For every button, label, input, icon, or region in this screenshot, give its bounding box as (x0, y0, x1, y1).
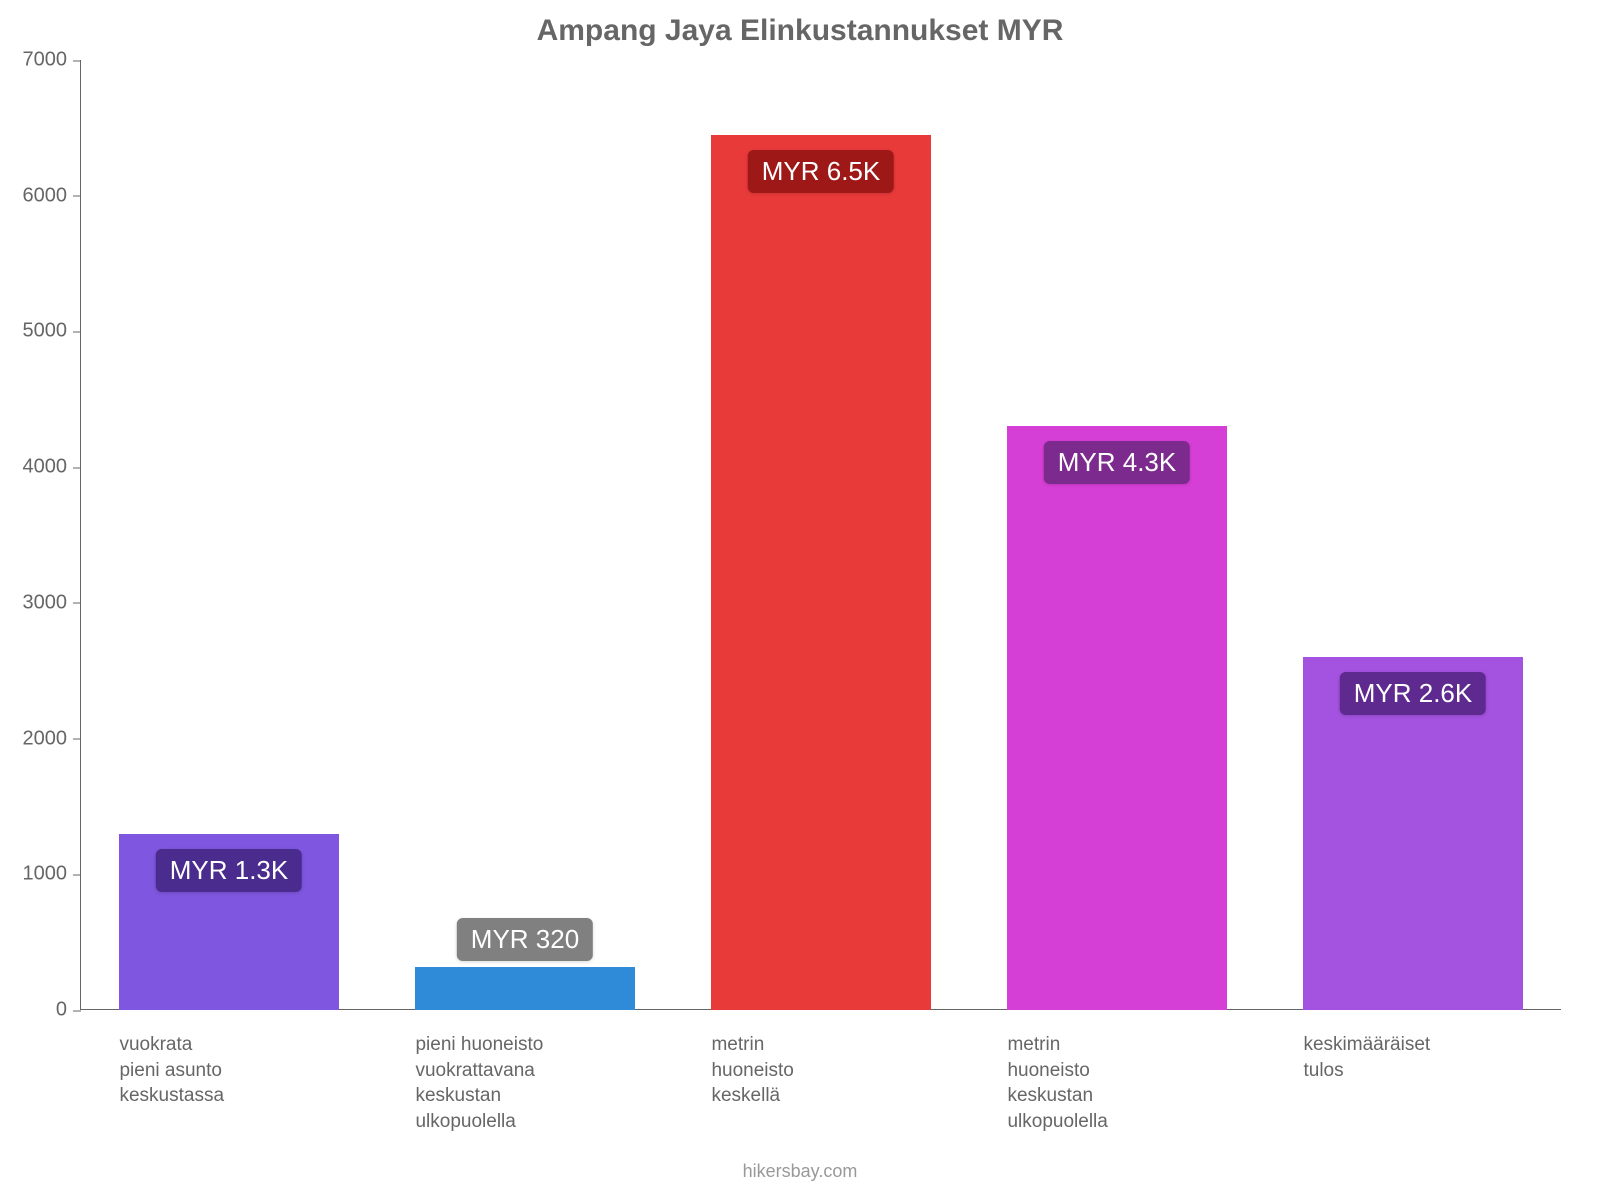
x-category-label: pieni huoneisto vuokrattavana keskustan … (415, 1032, 634, 1135)
x-category-label: keskimääräiset tulos (1303, 1032, 1522, 1083)
y-tick: 5000 (23, 320, 82, 343)
x-category-label: vuokrata pieni asunto keskustassa (119, 1032, 338, 1109)
x-category-label: metrin huoneisto keskustan ulkopuolella (1007, 1032, 1226, 1135)
y-tick: 7000 (23, 49, 82, 72)
bar: MYR 6.5K (711, 135, 930, 1010)
bar-value-label: MYR 2.6K (1340, 672, 1487, 715)
y-tick: 4000 (23, 456, 82, 479)
bar: MYR 320 (415, 967, 634, 1010)
y-tick: 2000 (23, 727, 82, 750)
bar-value-label: MYR 320 (457, 918, 593, 961)
bar: MYR 4.3K (1007, 426, 1226, 1010)
y-tick: 1000 (23, 863, 82, 886)
bar-value-label: MYR 4.3K (1044, 441, 1191, 484)
bar-value-label: MYR 6.5K (748, 150, 895, 193)
chart-footer: hikersbay.com (0, 1161, 1600, 1182)
bar: MYR 2.6K (1303, 657, 1522, 1010)
bar: MYR 1.3K (119, 834, 338, 1010)
y-tick: 3000 (23, 591, 82, 614)
x-category-label: metrin huoneisto keskellä (711, 1032, 930, 1109)
chart-container: Ampang Jaya Elinkustannukset MYR 0100020… (0, 0, 1600, 1200)
bar-value-label: MYR 1.3K (156, 849, 303, 892)
y-tick: 0 (56, 999, 81, 1022)
chart-title: Ampang Jaya Elinkustannukset MYR (0, 14, 1600, 48)
y-tick: 6000 (23, 184, 82, 207)
plot-area: 01000200030004000500060007000MYR 1.3Kvuo… (80, 60, 1560, 1010)
